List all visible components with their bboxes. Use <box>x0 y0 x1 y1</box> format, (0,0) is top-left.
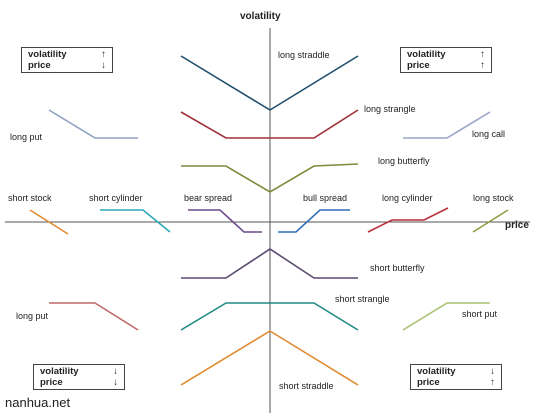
arrow-icon: ↓ <box>113 377 118 388</box>
long-cylinder-curve <box>367 207 449 233</box>
label-bear-spread: bear spread <box>184 193 233 203</box>
long-put-top-curve <box>48 109 138 139</box>
box-top-left: volatility ↑ price ↓ <box>21 47 113 73</box>
label-long-strangle: long strangle <box>364 104 416 114</box>
short-butterfly-curve <box>181 248 358 279</box>
label-short-stock: short stock <box>8 193 52 203</box>
short-strangle-curve <box>180 302 359 331</box>
price-axis-label: price <box>505 220 529 231</box>
arrow-icon: ↓ <box>113 366 118 377</box>
label-long-call: long call <box>472 129 506 139</box>
label-long-butterfly: long butterfly <box>378 156 430 166</box>
box-top-right: volatility ↑ price ↑ <box>400 47 492 73</box>
short-stock-curve <box>29 209 69 235</box>
label-long-put-bottom: long put <box>16 311 49 321</box>
long-stock-curve <box>472 209 509 233</box>
box-label: volatility <box>417 366 456 377</box>
label-bull-spread: bull spread <box>303 193 348 203</box>
box-label: volatility <box>40 366 79 377</box>
long-butterfly-curve <box>181 163 359 193</box>
volatility-axis-label: volatility <box>240 11 281 22</box>
long-call-curve <box>403 111 491 139</box>
box-bottom-left: volatility ↓ price ↓ <box>33 364 125 390</box>
long-put-bottom-curve <box>49 302 139 331</box>
long-straddle-curve <box>180 55 359 111</box>
arrow-icon: ↑ <box>490 377 495 388</box>
label-short-put: short put <box>462 309 498 319</box>
bull-spread-curve <box>278 209 350 233</box>
label-short-cylinder: short cylinder <box>89 193 143 203</box>
arrow-icon: ↑ <box>480 49 485 60</box>
box-label: volatility <box>407 49 446 60</box>
label-long-straddle: long straddle <box>278 50 330 60</box>
box-label: price <box>407 60 430 71</box>
bear-spread-curve <box>188 209 262 233</box>
box-label: price <box>40 377 63 388</box>
box-label: price <box>417 377 440 388</box>
short-straddle-curve <box>180 330 359 386</box>
label-short-butterfly: short butterfly <box>370 263 425 273</box>
label-long-put-top: long put <box>10 132 43 142</box>
arrow-icon: ↑ <box>101 49 106 60</box>
label-short-strangle: short strangle <box>335 294 390 304</box>
box-bottom-right: volatility ↓ price ↑ <box>410 364 502 390</box>
arrow-icon: ↓ <box>490 366 495 377</box>
box-label: volatility <box>28 49 67 60</box>
short-cylinder-curve <box>100 209 171 233</box>
box-label: price <box>28 60 51 71</box>
short-put-curve <box>402 302 490 331</box>
arrow-icon: ↑ <box>480 60 485 71</box>
arrow-icon: ↓ <box>101 60 106 71</box>
label-short-straddle: short straddle <box>279 381 334 391</box>
label-long-stock: long stock <box>473 193 514 203</box>
label-long-cylinder: long cylinder <box>382 193 433 203</box>
watermark: nanhua.net <box>5 395 71 410</box>
long-strangle-curve <box>180 109 359 139</box>
